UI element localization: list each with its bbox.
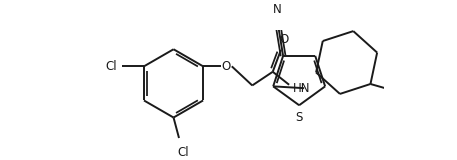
- Text: O: O: [279, 33, 288, 46]
- Text: S: S: [296, 111, 303, 124]
- Text: Cl: Cl: [105, 60, 117, 73]
- Text: O: O: [222, 60, 231, 73]
- Text: Cl: Cl: [177, 145, 189, 159]
- Text: HN: HN: [293, 82, 311, 95]
- Text: N: N: [273, 3, 282, 16]
